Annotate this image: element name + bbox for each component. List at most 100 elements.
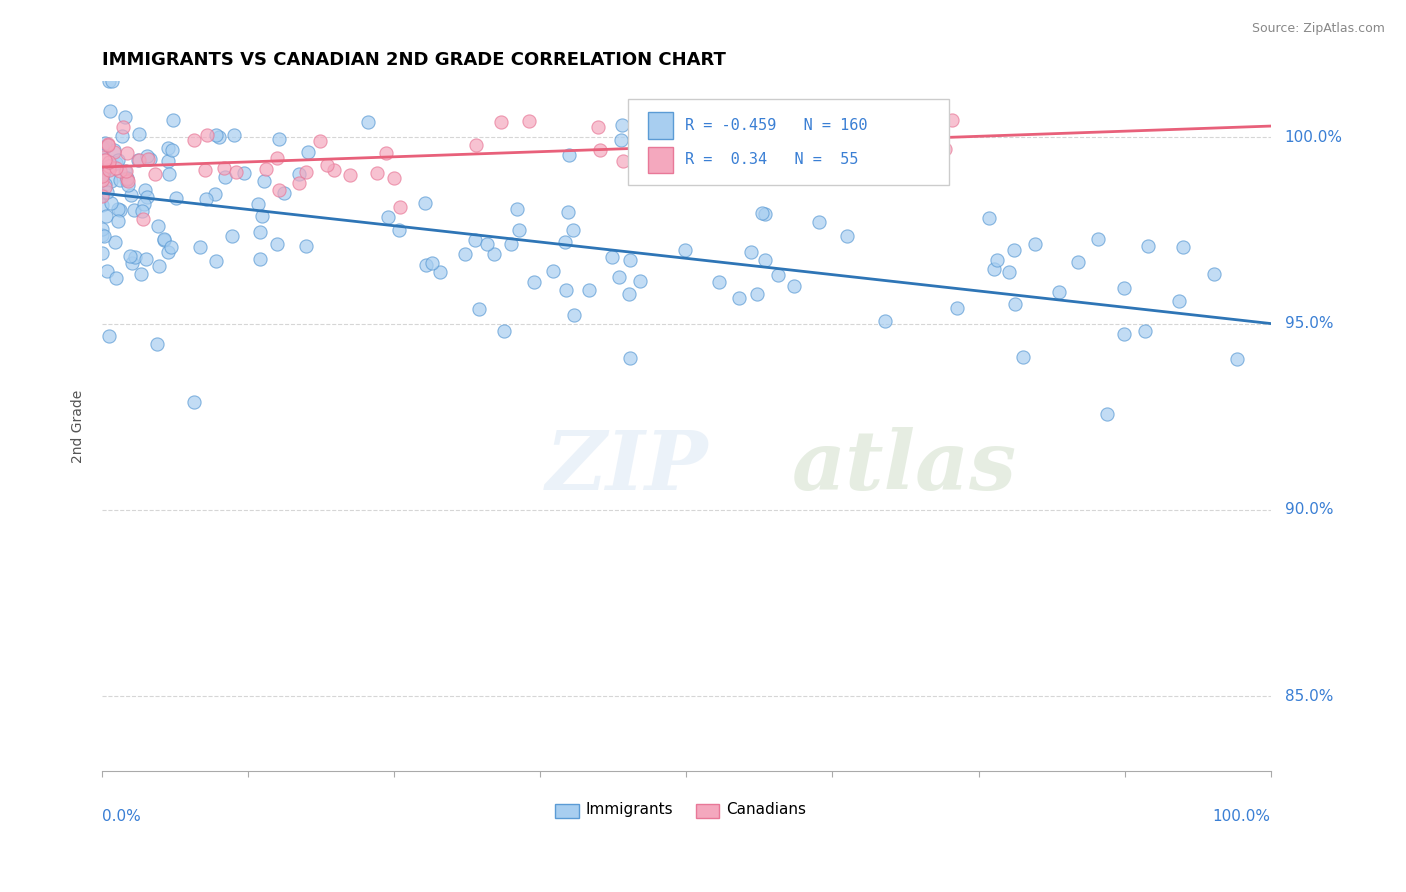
- Point: [111, 120, 134, 134]
- Point: [115, 173, 138, 187]
- Point: [602, 250, 624, 264]
- Point: [420, 256, 443, 270]
- Point: [135, 190, 157, 204]
- Point: [94, 180, 117, 194]
- Point: [183, 395, 205, 409]
- Point: [97, 137, 120, 152]
- Point: [114, 110, 136, 124]
- Point: [484, 247, 506, 261]
- Point: [104, 155, 127, 169]
- Point: [1173, 240, 1195, 254]
- Point: [114, 164, 136, 178]
- Point: [135, 252, 157, 266]
- Point: [117, 178, 139, 192]
- Point: [115, 164, 138, 178]
- Point: [91, 188, 114, 202]
- Point: [214, 170, 236, 185]
- Point: [162, 144, 184, 158]
- Point: [97, 154, 120, 169]
- Point: [107, 202, 129, 216]
- Point: [754, 207, 776, 221]
- Point: [492, 324, 515, 338]
- Point: [628, 274, 651, 288]
- Point: [93, 161, 115, 176]
- Point: [1004, 297, 1026, 311]
- Point: [148, 260, 170, 274]
- Point: [195, 192, 218, 206]
- Point: [96, 186, 118, 200]
- Text: 85.0%: 85.0%: [1285, 689, 1333, 704]
- Point: [1168, 293, 1191, 308]
- Text: Immigrants: Immigrants: [586, 803, 673, 817]
- Point: [1067, 255, 1090, 269]
- Point: [208, 129, 231, 144]
- Point: [233, 166, 256, 180]
- Point: [288, 167, 311, 181]
- Point: [637, 131, 659, 145]
- Point: [322, 162, 344, 177]
- Point: [619, 351, 641, 365]
- Point: [517, 114, 540, 128]
- Point: [751, 205, 773, 219]
- Point: [204, 187, 226, 202]
- Point: [637, 130, 659, 145]
- Point: [679, 111, 702, 125]
- Point: [121, 256, 143, 270]
- Point: [253, 174, 276, 188]
- Point: [294, 239, 316, 253]
- Point: [308, 134, 330, 148]
- Point: [673, 243, 696, 257]
- Point: [145, 337, 167, 351]
- Point: [108, 203, 131, 218]
- Point: [607, 270, 630, 285]
- Point: [578, 283, 600, 297]
- Point: [1226, 352, 1249, 367]
- Point: [941, 112, 963, 127]
- FancyBboxPatch shape: [555, 804, 579, 818]
- Text: IMMIGRANTS VS CANADIAN 2ND GRADE CORRELATION CHART: IMMIGRANTS VS CANADIAN 2ND GRADE CORRELA…: [101, 51, 725, 69]
- Point: [91, 188, 114, 202]
- FancyBboxPatch shape: [696, 804, 718, 818]
- Point: [97, 159, 120, 173]
- Point: [98, 328, 121, 343]
- Point: [93, 165, 115, 179]
- Text: 100.0%: 100.0%: [1213, 809, 1271, 823]
- Point: [382, 171, 405, 186]
- Text: 95.0%: 95.0%: [1285, 316, 1333, 331]
- Point: [117, 174, 139, 188]
- Point: [90, 172, 112, 186]
- Y-axis label: 2nd Grade: 2nd Grade: [72, 390, 86, 463]
- Point: [554, 235, 576, 250]
- Point: [104, 161, 127, 175]
- Point: [915, 107, 938, 121]
- Point: [266, 237, 288, 252]
- Point: [212, 161, 235, 176]
- Point: [316, 158, 339, 172]
- Point: [837, 229, 859, 244]
- Point: [205, 128, 228, 143]
- Point: [467, 301, 489, 316]
- Point: [146, 219, 169, 233]
- Point: [100, 195, 122, 210]
- Point: [745, 286, 768, 301]
- Point: [1133, 324, 1156, 338]
- Point: [135, 149, 157, 163]
- Point: [128, 128, 150, 142]
- Point: [122, 203, 145, 218]
- Point: [375, 145, 398, 160]
- Point: [94, 177, 117, 191]
- Point: [224, 128, 246, 142]
- Point: [766, 268, 789, 283]
- Text: R = -0.459   N = 160: R = -0.459 N = 160: [685, 118, 868, 133]
- Point: [94, 140, 117, 154]
- Point: [104, 235, 127, 250]
- Point: [103, 145, 125, 160]
- Point: [110, 163, 132, 178]
- Point: [541, 263, 564, 277]
- Point: [356, 114, 378, 128]
- Point: [998, 264, 1021, 278]
- Point: [120, 188, 142, 202]
- Point: [586, 120, 609, 135]
- Point: [273, 186, 295, 200]
- Point: [193, 162, 215, 177]
